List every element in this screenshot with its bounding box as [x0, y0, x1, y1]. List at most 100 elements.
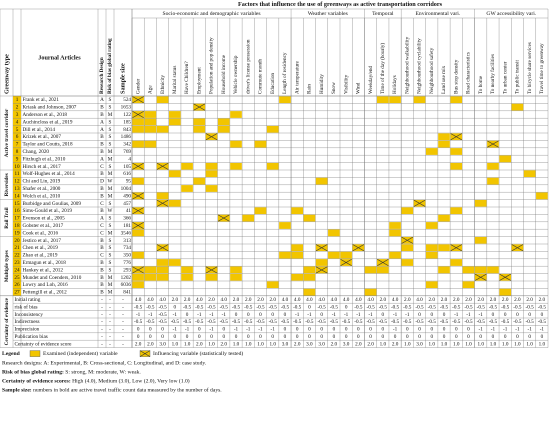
- column-label: Weekday/end: [368, 65, 374, 94]
- sample-size: 1202: [121, 275, 132, 281]
- examined-cell: [450, 207, 463, 215]
- risk: S: [109, 245, 112, 251]
- article: Chang, 2020: [23, 149, 50, 155]
- certainty-value: 0: [296, 334, 299, 340]
- certainty-value: 0: [198, 327, 201, 333]
- note-term: Risk of bias global rating:: [2, 370, 64, 376]
- risk: M: [108, 275, 113, 281]
- examined-cell: [438, 214, 450, 222]
- row-number-cell: [13, 155, 21, 163]
- certainty-value: 0: [137, 327, 140, 333]
- examined-cell: [389, 251, 401, 259]
- row-number-cell: [13, 273, 21, 281]
- risk: S: [109, 267, 112, 273]
- article: Sims-Gould et al., 2019: [23, 208, 73, 214]
- examined-cell: [499, 155, 511, 163]
- examined-cell: [230, 266, 242, 274]
- certainty-value: 4.0: [355, 297, 362, 303]
- examined-cell: [230, 162, 242, 170]
- design: D: [100, 179, 104, 185]
- certainty-value: 0: [198, 334, 201, 340]
- certainty-value: 0: [174, 304, 177, 310]
- group-label: Weather variables: [308, 11, 348, 17]
- examined-cell: [499, 288, 511, 296]
- examined-cell: [169, 259, 181, 266]
- risk: M: [108, 290, 113, 296]
- sample-size: 1486: [121, 134, 132, 140]
- certainty-value: 2.0: [380, 297, 387, 303]
- examined-cell: [315, 259, 328, 266]
- design: B: [100, 186, 104, 192]
- article: Burbidge and Goulias, 2009: [23, 201, 82, 207]
- certainty-value: 2.0: [514, 297, 521, 303]
- certainty-value: 0: [320, 327, 323, 333]
- certainty-value: -1: [295, 312, 300, 318]
- certainty-value: 0: [247, 334, 250, 340]
- influence-cross: [132, 192, 144, 200]
- placeholder: -: [101, 319, 103, 325]
- article: Kriask and Johnson, 2007: [23, 105, 77, 111]
- column-label: Household income: [221, 54, 227, 94]
- article: Ermagun et al., 2018: [23, 260, 67, 266]
- certainty-value: 4.0: [331, 297, 338, 303]
- certainty-value: -0.5: [403, 319, 412, 325]
- certainty-value: 0: [284, 334, 287, 340]
- examined-cell: [462, 281, 475, 289]
- certainty-value: -1: [197, 312, 202, 318]
- certainty-value: 0: [516, 334, 519, 340]
- influence-cross: [156, 199, 169, 207]
- examined-cell: [230, 111, 242, 118]
- examined-cell: [425, 148, 438, 155]
- certainty-value: 0: [222, 334, 225, 340]
- placeholder: -: [101, 334, 103, 340]
- certainty-value: -1: [246, 327, 251, 333]
- certainty-value: -0.5: [269, 304, 278, 310]
- note-term: Sample size:: [2, 388, 32, 394]
- row-number: 5: [16, 127, 19, 133]
- placeholder: -: [101, 297, 103, 303]
- certainty-value: 1.0: [514, 341, 521, 347]
- examined-cell: [425, 244, 438, 252]
- examined-cell: [413, 96, 426, 104]
- certainty-value: 3.0: [159, 341, 166, 347]
- row-number-cell: [13, 236, 21, 244]
- certainty-value: -1: [173, 327, 178, 333]
- examined-cell: [291, 273, 303, 281]
- risk: M: [108, 156, 113, 162]
- risk: S: [109, 260, 112, 266]
- design: B: [100, 245, 104, 251]
- examined-cell: [487, 177, 499, 185]
- examined-cell: [279, 96, 291, 104]
- certainty-label: Imprecision: [15, 327, 40, 333]
- certainty-value: 0: [492, 312, 495, 318]
- sample-size: 616: [123, 171, 131, 177]
- column-label: Have Children?: [184, 61, 190, 94]
- row-number: 21: [14, 245, 20, 251]
- certainty-value: -0.5: [146, 304, 155, 310]
- placeholder: -: [109, 341, 111, 347]
- examined-cell: [450, 96, 463, 104]
- certainty-value: 0: [235, 312, 238, 318]
- certainty-value: -0.5: [403, 304, 412, 310]
- influence-cross: [352, 244, 365, 252]
- examined-cell: [156, 266, 169, 274]
- examined-cell: [181, 162, 193, 170]
- greenway-type: Riversides: [4, 173, 10, 196]
- certainty-value: 2.0: [331, 341, 338, 347]
- examined-cell: [144, 111, 157, 118]
- article: Pettengill et al., 2012: [23, 290, 68, 296]
- examined-cell: [266, 281, 279, 289]
- row-number-cell: [13, 207, 21, 215]
- certainty-value: 0: [271, 312, 274, 318]
- row-number: 26: [14, 282, 20, 288]
- certainty-value: -0.5: [183, 304, 192, 310]
- certainty-value: 2.0: [367, 341, 374, 347]
- sample-size: 769: [123, 149, 131, 155]
- certainty-value: 2.0: [502, 297, 509, 303]
- sample-size: 1004: [121, 186, 132, 192]
- certainty-value: 2.0: [196, 341, 203, 347]
- certainty-value: -0.5: [428, 319, 437, 325]
- certainty-value: -1: [454, 312, 459, 318]
- risk: M: [108, 230, 113, 236]
- influence-cross: [205, 266, 218, 274]
